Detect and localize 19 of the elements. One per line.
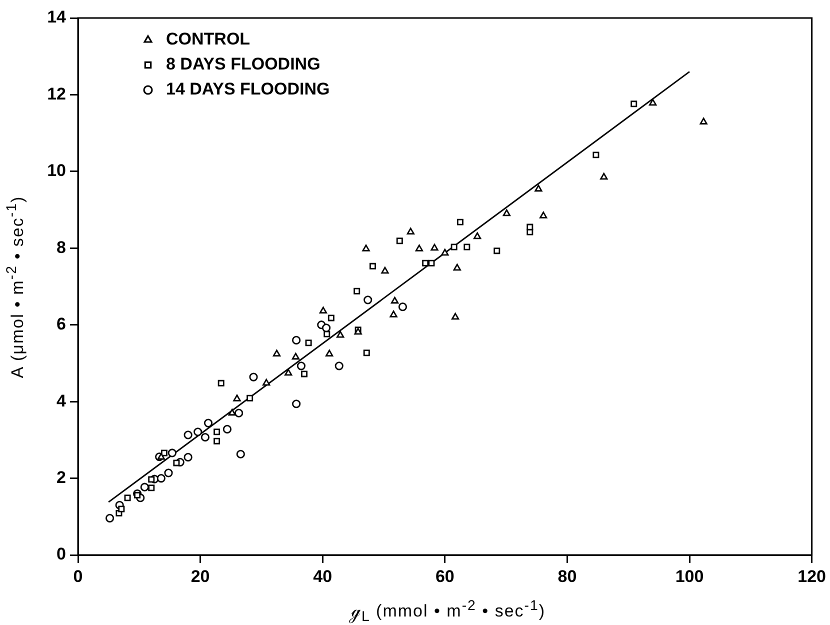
x-tick-label: 40 — [313, 566, 332, 586]
y-tick-label: 4 — [56, 391, 67, 410]
x-tick-label: 20 — [190, 566, 210, 586]
y-tick-label: 0 — [56, 544, 66, 564]
legend-label: CONTROL — [166, 30, 250, 49]
x-tick-label: 120 — [798, 566, 826, 586]
legend-label: 8 DAYS FLOODING — [166, 54, 320, 74]
y-tick-label: 14 — [47, 8, 67, 27]
legend-label: 14 DAYS FLOODING — [166, 80, 330, 99]
x-tick-label: 60 — [435, 566, 454, 586]
y-tick-label: 8 — [56, 238, 66, 257]
x-axis-title: ℊ$_{L}$ (mmol • m$^{-2}$ • sec$^{-1}$) — [350, 598, 546, 625]
x-tick-label: 80 — [558, 566, 577, 586]
y-tick-label: 12 — [47, 84, 66, 104]
x-tick-label: 0 — [73, 566, 83, 586]
x-tick-label: 100 — [675, 566, 704, 586]
y-tick-label: 10 — [47, 161, 66, 180]
y-tick-label: 2 — [56, 468, 66, 487]
y-tick-label: 6 — [56, 314, 66, 334]
